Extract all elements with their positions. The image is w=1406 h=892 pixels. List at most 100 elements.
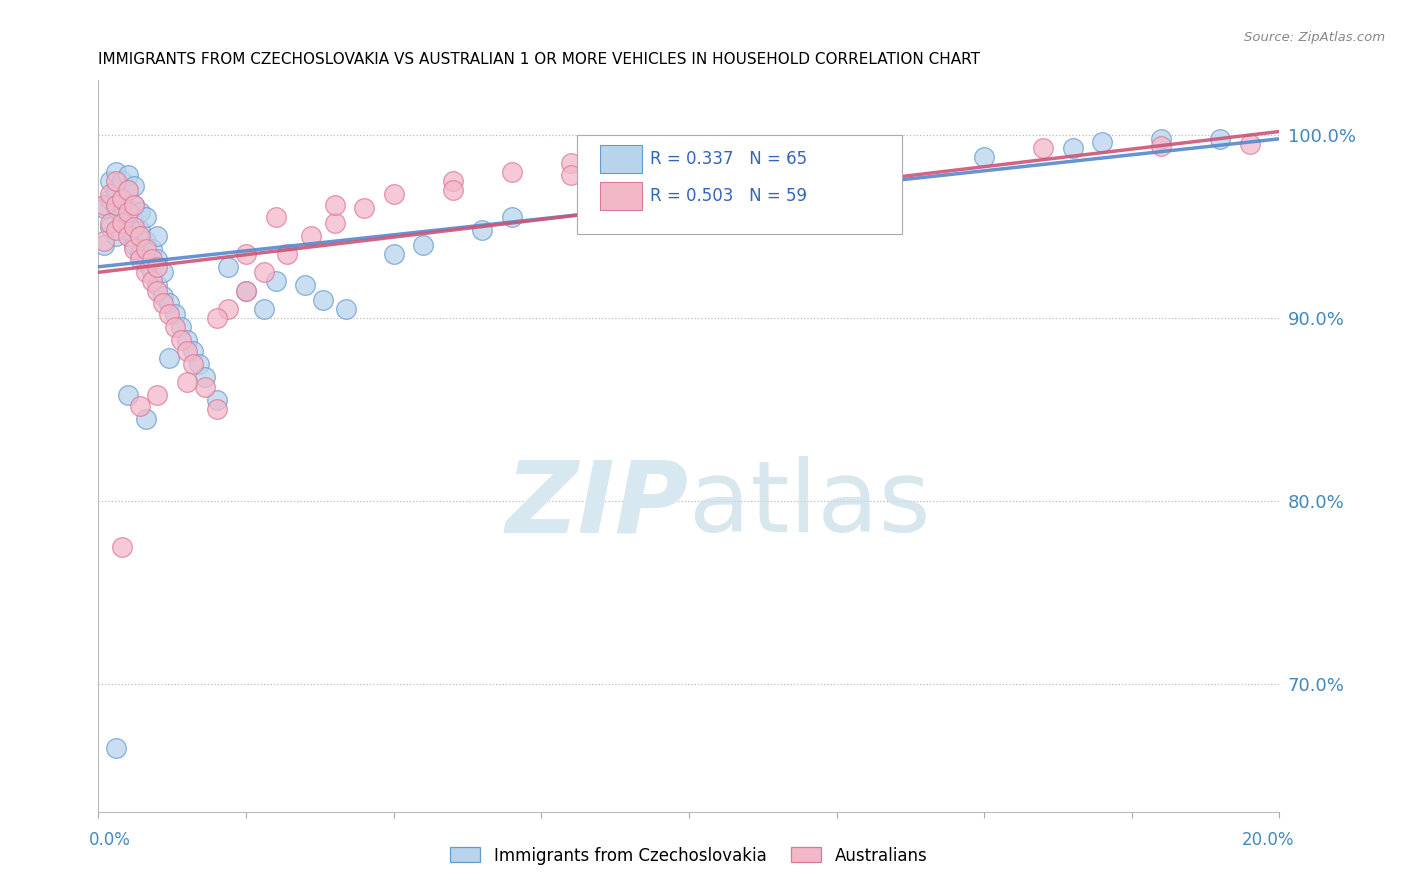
Point (205, 402, 228, 417)
Point (165, 307, 187, 321)
Legend: Immigrants from Czechoslovakia, Australians: Immigrants from Czechoslovakia, Australi… (441, 838, 936, 873)
Point (117, 183, 139, 197)
Point (146, 278, 169, 293)
Point (128, 399, 150, 413)
Point (105, 201, 128, 215)
Text: Source: ZipAtlas.com: Source: ZipAtlas.com (1244, 31, 1385, 45)
Point (122, 242, 145, 256)
Point (264, 274, 287, 288)
Point (157, 307, 180, 321)
Point (122, 219, 145, 234)
Point (176, 375, 198, 389)
Point (135, 211, 157, 225)
Point (117, 169, 139, 183)
Point (1150, 132, 1173, 146)
Point (335, 301, 357, 316)
Point (441, 174, 464, 188)
Point (128, 228, 150, 243)
Point (501, 211, 523, 225)
Text: 0.0%: 0.0% (89, 831, 131, 849)
Point (737, 174, 759, 188)
Bar (600, 182, 641, 210)
Text: R = 0.337   N = 65: R = 0.337 N = 65 (650, 150, 807, 168)
Point (253, 265, 276, 279)
Point (1062, 141, 1084, 155)
Point (135, 234, 157, 248)
Point (141, 265, 163, 279)
Point (294, 278, 316, 293)
Point (98, 186, 121, 201)
Point (93, 201, 115, 215)
Point (117, 205, 139, 219)
Point (111, 211, 134, 225)
Point (105, 183, 128, 197)
Point (152, 265, 174, 279)
Point (560, 155, 582, 169)
Point (194, 380, 217, 394)
Point (122, 216, 145, 230)
Point (235, 247, 257, 261)
Point (111, 192, 134, 206)
Point (122, 238, 145, 252)
Point (973, 150, 995, 164)
Point (146, 260, 169, 274)
Point (170, 320, 193, 334)
Text: ZIP: ZIP (506, 456, 689, 553)
Point (98, 219, 121, 234)
Point (1239, 137, 1261, 152)
Point (441, 183, 464, 197)
Point (111, 174, 134, 188)
Point (235, 284, 257, 298)
Point (181, 343, 204, 358)
Point (205, 393, 228, 408)
FancyBboxPatch shape (576, 135, 901, 234)
Bar (600, 145, 641, 173)
Point (323, 197, 346, 211)
Point (98, 216, 121, 230)
Point (117, 388, 139, 402)
Point (1032, 141, 1054, 155)
Point (141, 252, 163, 267)
Point (122, 197, 145, 211)
Point (235, 284, 257, 298)
Point (157, 296, 180, 310)
Point (152, 289, 174, 303)
Point (98, 192, 121, 206)
Point (176, 343, 198, 358)
Point (152, 296, 174, 310)
Point (157, 351, 180, 366)
Point (619, 197, 641, 211)
Point (98, 174, 121, 188)
Point (128, 205, 150, 219)
Point (128, 247, 150, 261)
Point (105, 228, 128, 243)
Point (105, 164, 128, 178)
Point (128, 252, 150, 267)
Point (111, 540, 134, 554)
Point (165, 320, 187, 334)
Point (217, 260, 239, 274)
Point (501, 164, 523, 178)
Point (105, 174, 128, 188)
Point (276, 247, 298, 261)
Point (128, 223, 150, 237)
Point (105, 740, 128, 755)
Point (253, 301, 276, 316)
Point (187, 357, 209, 371)
Point (135, 256, 157, 270)
Point (382, 247, 405, 261)
Point (619, 150, 641, 164)
Point (353, 201, 375, 215)
Point (146, 388, 169, 402)
Point (176, 333, 198, 347)
Point (93, 238, 115, 252)
Point (122, 197, 145, 211)
Point (141, 274, 163, 288)
Point (323, 216, 346, 230)
Point (471, 223, 494, 237)
Point (560, 169, 582, 183)
Point (194, 369, 217, 384)
Point (135, 265, 157, 279)
Point (105, 223, 128, 237)
Point (855, 143, 877, 157)
